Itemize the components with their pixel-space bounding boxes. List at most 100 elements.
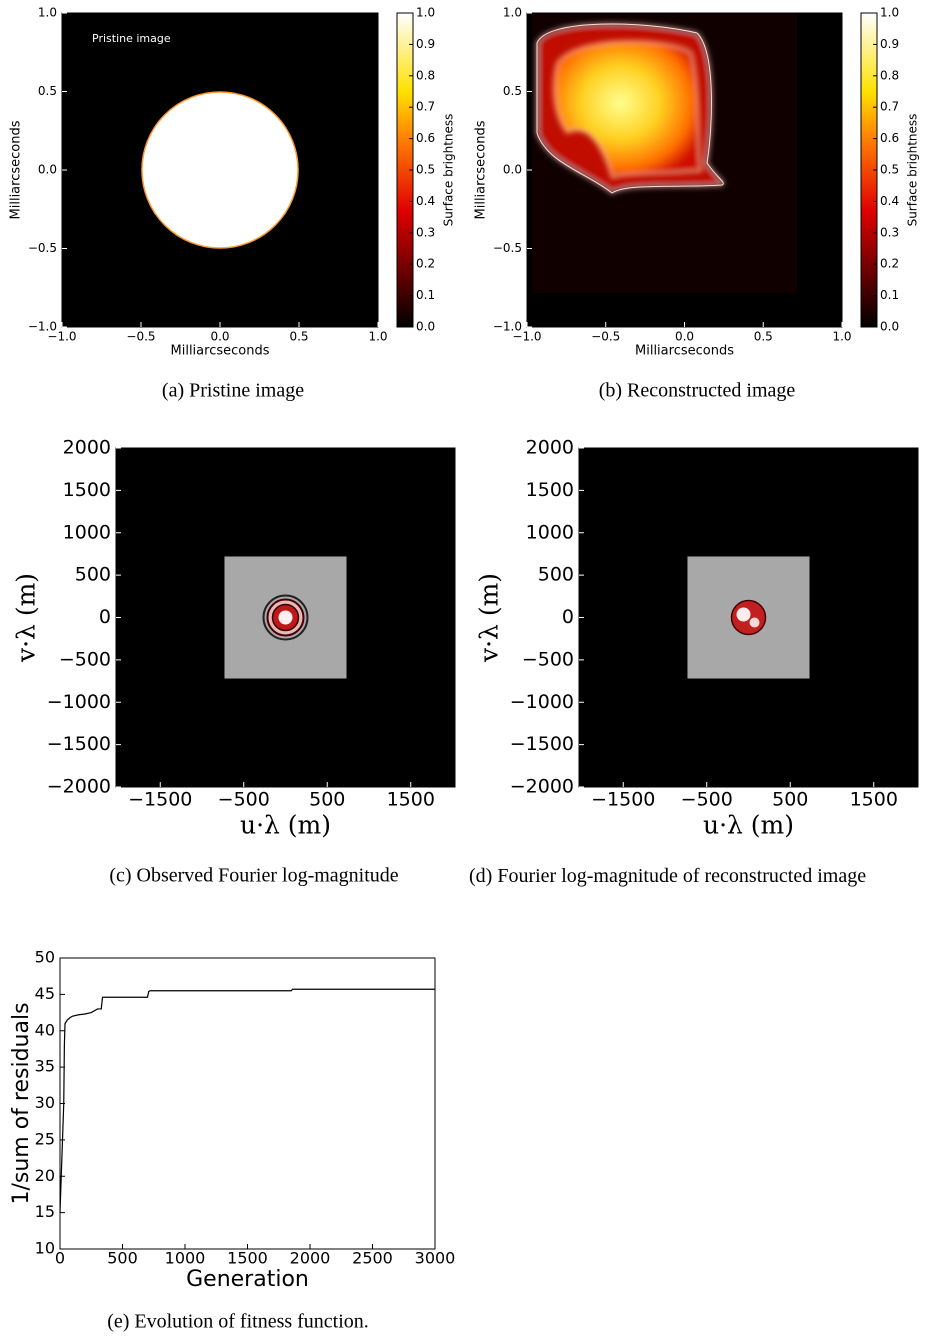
x-tick-label: 0 — [55, 1249, 65, 1268]
colorbar-tick-label: 0.2 — [880, 257, 899, 271]
colorbar-tick-label: 0.7 — [880, 100, 899, 114]
y-axis-label: v·λ (m) — [12, 573, 41, 663]
y-tick-label: 10 — [35, 1239, 55, 1258]
x-axis-label: Generation — [186, 1267, 309, 1292]
x-tick-label: −0.5 — [591, 330, 620, 344]
y-tick-label: 0.5 — [38, 84, 57, 98]
caption: (a) Pristine image — [162, 380, 304, 402]
ring — [279, 611, 293, 625]
y-tick-label: −1000 — [47, 691, 111, 713]
colorbar-tick-label: 0.1 — [880, 288, 899, 302]
y-tick-label: −0.5 — [28, 241, 57, 255]
x-tick-label: 0.5 — [754, 330, 773, 344]
colorbar-tick-label: 0.1 — [416, 288, 435, 302]
y-tick-label: 50 — [35, 948, 55, 967]
figure: Pristine image −1.0 −0.5 0.0 0.5 1.0 −1.0 −0.5 0… — [0, 0, 927, 1339]
colorbar-tick-label: 0.4 — [880, 194, 899, 208]
x-tick-label: 2500 — [352, 1249, 393, 1268]
x-tick-label: 1.0 — [368, 330, 387, 344]
y-tick-label: 40 — [35, 1020, 55, 1039]
x-tick-label: −1500 — [128, 789, 192, 811]
y-tick-label: −1000 — [510, 691, 574, 713]
y-tick-label: 500 — [75, 564, 111, 586]
colorbar-tick-label: 0.2 — [416, 257, 435, 271]
blob — [737, 608, 751, 622]
y-tick-label: 500 — [538, 564, 574, 586]
x-tick-label: 1.0 — [832, 330, 851, 344]
y-tick-label: 2000 — [526, 437, 574, 459]
x-axis-label: u·λ (m) — [703, 811, 794, 840]
x-tick-label: 500 — [309, 789, 345, 811]
x-axis-label: u·λ (m) — [240, 811, 331, 840]
y-tick-label: −2000 — [47, 776, 111, 798]
plot-frame — [60, 958, 435, 1249]
y-tick-label: 1.0 — [503, 6, 522, 20]
y-tick-label: −1500 — [47, 733, 111, 755]
colorbar-tick-label: 1.0 — [416, 6, 435, 20]
caption-box: (d) Fourier log-magnitude of reconstruct… — [469, 862, 927, 926]
y-tick-label: 0.0 — [38, 163, 57, 177]
x-tick-label: 1500 — [227, 1249, 268, 1268]
x-tick-label: −500 — [681, 789, 733, 811]
y-tick-label: 20 — [35, 1166, 55, 1185]
y-tick-label: 30 — [35, 1093, 55, 1112]
y-tick-label: −500 — [59, 648, 111, 670]
colorbar-tick-label: 0.7 — [416, 100, 435, 114]
colorbar-tick-label: 0.0 — [880, 320, 899, 334]
colorbar-tick-label: 0.0 — [416, 320, 435, 334]
y-tick-label: −1.0 — [28, 320, 57, 334]
x-tick-label: −1500 — [591, 789, 655, 811]
x-tick-label: 0.0 — [675, 330, 694, 344]
colorbar-tick-label: 0.6 — [880, 131, 899, 145]
y-tick-label: 0 — [99, 606, 111, 628]
annotation: Pristine image — [92, 32, 171, 45]
y-tick-label: 45 — [35, 984, 55, 1003]
y-tick-label: 35 — [35, 1057, 55, 1076]
y-tick-label: −0.5 — [493, 241, 522, 255]
caption: (c) Observed Fourier log-magnitude — [109, 865, 398, 887]
y-tick-label: 15 — [35, 1202, 55, 1221]
caption: (b) Reconstructed image — [599, 380, 796, 402]
x-tick-label: 0.0 — [210, 330, 229, 344]
y-axis-label: Milliarcseconds — [9, 120, 24, 219]
y-axis-label: Milliarcseconds — [474, 120, 489, 219]
y-tick-label: 25 — [35, 1129, 55, 1148]
colorbar-tick-label: 0.5 — [416, 163, 435, 177]
y-tick-label: 1000 — [526, 521, 574, 543]
x-tick-label: 2000 — [290, 1249, 331, 1268]
blob — [750, 618, 760, 628]
y-tick-label: −500 — [522, 648, 574, 670]
colorbar-tick-label: 1.0 — [880, 6, 899, 20]
x-tick-label: 0.5 — [289, 330, 308, 344]
x-axis-label: Milliarcseconds — [171, 344, 270, 359]
y-tick-label: −2000 — [510, 776, 574, 798]
x-tick-label: 1500 — [387, 789, 435, 811]
colorbar-tick-label: 0.9 — [416, 37, 435, 51]
x-tick-label: 500 — [107, 1249, 138, 1268]
disk — [142, 92, 298, 248]
colorbar-tick-label: 0.4 — [416, 194, 435, 208]
y-axis-label: 1/sum of residuals — [9, 1002, 34, 1204]
y-tick-label: 0.0 — [503, 163, 522, 177]
x-tick-label: 3000 — [415, 1249, 456, 1268]
y-tick-label: 1500 — [526, 479, 574, 501]
y-tick-label: −1.0 — [493, 320, 522, 334]
colorbar-tick-label: 0.9 — [880, 37, 899, 51]
line — [60, 989, 435, 1212]
x-tick-label: 1500 — [850, 789, 898, 811]
y-tick-label: −1500 — [510, 733, 574, 755]
caption: (d) Fourier log-magnitude of reconstruct… — [469, 862, 927, 891]
colorbar-label: Surface brightness — [442, 114, 456, 227]
x-axis-label: Milliarcseconds — [635, 344, 734, 359]
x-tick-label: −500 — [218, 789, 270, 811]
colorbar-tick-label: 0.6 — [416, 131, 435, 145]
colorbar-tick-label: 0.3 — [880, 225, 899, 239]
y-tick-label: 1.0 — [38, 6, 57, 20]
colorbar-label: Surface brightness — [906, 114, 920, 227]
colorbar-tick-label: 0.5 — [880, 163, 899, 177]
caption: (e) Evolution of fitness function. — [107, 1311, 369, 1333]
x-tick-label: 500 — [772, 789, 808, 811]
colorbar-tick-label: 0.8 — [416, 68, 435, 82]
page: {"chart_data": [ {"type": "image", "capt… — [0, 0, 927, 1339]
y-tick-label: 1000 — [63, 521, 111, 543]
